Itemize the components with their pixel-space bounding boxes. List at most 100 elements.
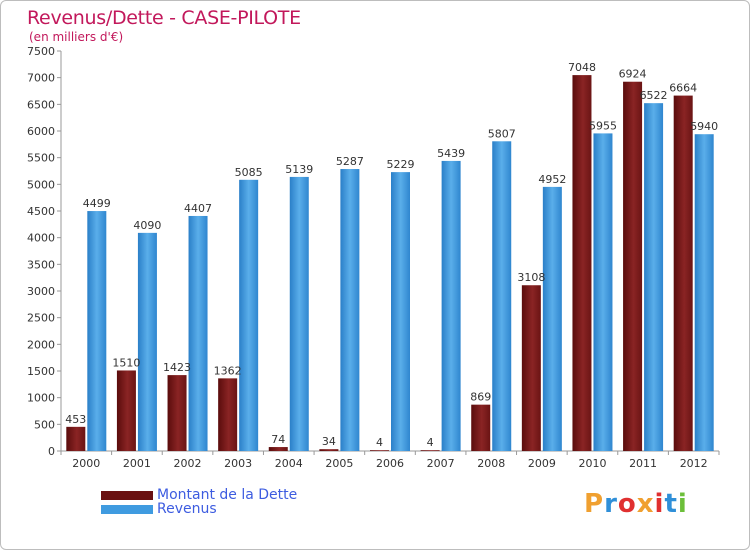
bar-revenus	[391, 172, 410, 451]
y-tick-label: 6000	[27, 125, 55, 138]
logo-letter: t	[664, 489, 678, 519]
data-label-dette: 6664	[669, 82, 697, 95]
logo-letter: P	[584, 489, 605, 519]
bar-revenus	[137, 232, 157, 451]
data-label-dette: 34	[322, 435, 336, 448]
data-label-revenus: 4952	[538, 173, 566, 186]
y-tick-label: 5000	[27, 178, 55, 191]
y-tick-label: 1500	[27, 365, 55, 378]
bar-dette	[66, 426, 86, 451]
logo-letter: i	[654, 489, 665, 519]
bar-dette	[471, 404, 491, 451]
bar-dette	[370, 450, 389, 451]
x-tick-label: 2007	[427, 457, 455, 470]
bar-revenus	[441, 160, 461, 452]
y-tick-label: 1000	[27, 392, 55, 405]
x-tick-label: 2004	[275, 457, 303, 470]
bar-dette	[218, 378, 238, 451]
y-tick-label: 7500	[27, 45, 55, 58]
y-tick-label: 0	[48, 445, 55, 458]
bar-dette	[319, 449, 339, 451]
legend-swatch-revenus	[101, 504, 153, 514]
data-label-dette: 1362	[214, 364, 242, 377]
data-label-revenus: 5287	[336, 155, 364, 168]
x-tick-label: 2009	[528, 457, 556, 470]
y-tick-label: 3000	[27, 285, 55, 298]
chart-title: Revenus/Dette - CASE-PILOTE	[27, 7, 301, 29]
logo-letter: r	[604, 489, 618, 519]
legend-label-revenus: Revenus	[157, 501, 217, 517]
bar-revenus	[188, 215, 208, 451]
data-label-dette: 869	[470, 391, 491, 404]
legend-swatch-dette	[101, 490, 153, 500]
data-label-dette: 1510	[112, 356, 140, 369]
legend-item-dette: Montant de la Dette	[101, 487, 297, 503]
bar-revenus	[593, 133, 613, 451]
y-tick-label: 2500	[27, 312, 55, 325]
data-label-revenus: 5139	[285, 163, 313, 176]
y-tick-label: 5500	[27, 152, 55, 165]
bar-dette	[116, 370, 136, 451]
bar-revenus	[542, 186, 562, 452]
y-tick-label: 2000	[27, 338, 55, 351]
x-tick-label: 2010	[578, 457, 606, 470]
data-label-revenus: 4407	[184, 202, 212, 215]
bar-dette	[572, 75, 592, 452]
data-label-revenus: 4499	[83, 197, 111, 210]
bar-dette	[167, 375, 187, 451]
proxiti-logo: Proxiti	[584, 489, 688, 519]
x-tick-label: 2003	[224, 457, 252, 470]
chart-bars	[66, 75, 714, 452]
data-label-revenus: 5807	[488, 127, 516, 140]
y-tick-label: 3500	[27, 258, 55, 271]
x-tick-label: 2001	[123, 457, 151, 470]
bar-revenus	[239, 179, 259, 452]
chart-data-labels: 453 4499 1510 4090 1423 4407 1362 5085 74 5139 34 5…	[65, 61, 718, 449]
data-label-revenus: 6522	[640, 89, 668, 102]
bar-dette	[521, 285, 541, 451]
data-label-revenus: 4090	[133, 219, 161, 232]
data-label-dette: 3108	[517, 271, 545, 284]
x-tick-label: 2005	[325, 457, 353, 470]
data-label-revenus: 5940	[690, 120, 718, 133]
bar-revenus	[644, 103, 664, 451]
logo-letter: o	[617, 489, 637, 519]
bar-dette	[268, 447, 288, 451]
data-label-revenus: 5085	[235, 166, 263, 179]
logo-letter: x	[636, 489, 655, 519]
bar-revenus	[289, 176, 309, 452]
data-label-revenus: 5439	[437, 147, 465, 160]
x-tick-label: 2002	[174, 457, 202, 470]
data-label-dette: 4	[427, 436, 434, 449]
bar-dette	[673, 95, 693, 451]
data-label-revenus: 5229	[387, 158, 415, 171]
x-tick-label: 2006	[376, 457, 404, 470]
x-tick-label: 2008	[477, 457, 505, 470]
legend-label-dette: Montant de la Dette	[157, 487, 298, 503]
bar-revenus	[492, 141, 512, 451]
data-label-dette: 1423	[163, 361, 191, 374]
x-tick-label: 2000	[72, 457, 100, 470]
bar-revenus	[694, 134, 714, 451]
x-tick-label: 2012	[680, 457, 708, 470]
data-label-dette: 7048	[568, 61, 596, 74]
x-tick-label: 2011	[629, 457, 657, 470]
bar-dette	[420, 450, 440, 451]
data-label-dette: 74	[271, 433, 285, 446]
y-tick-label: 500	[34, 418, 55, 431]
bar-dette	[623, 81, 643, 451]
y-tick-label: 4500	[27, 205, 55, 218]
data-label-dette: 4	[376, 436, 383, 449]
y-tick-label: 7000	[27, 72, 55, 85]
data-label-dette: 453	[65, 413, 86, 426]
logo-letter: i	[677, 489, 688, 519]
y-tick-label: 4000	[27, 232, 55, 245]
bar-revenus	[87, 211, 107, 451]
chart-subtitle: (en milliers d'€)	[29, 30, 124, 44]
y-tick-label: 6500	[27, 98, 55, 111]
data-label-dette: 6924	[619, 68, 647, 81]
data-label-revenus: 5955	[589, 119, 617, 132]
bar-revenus	[340, 169, 360, 451]
